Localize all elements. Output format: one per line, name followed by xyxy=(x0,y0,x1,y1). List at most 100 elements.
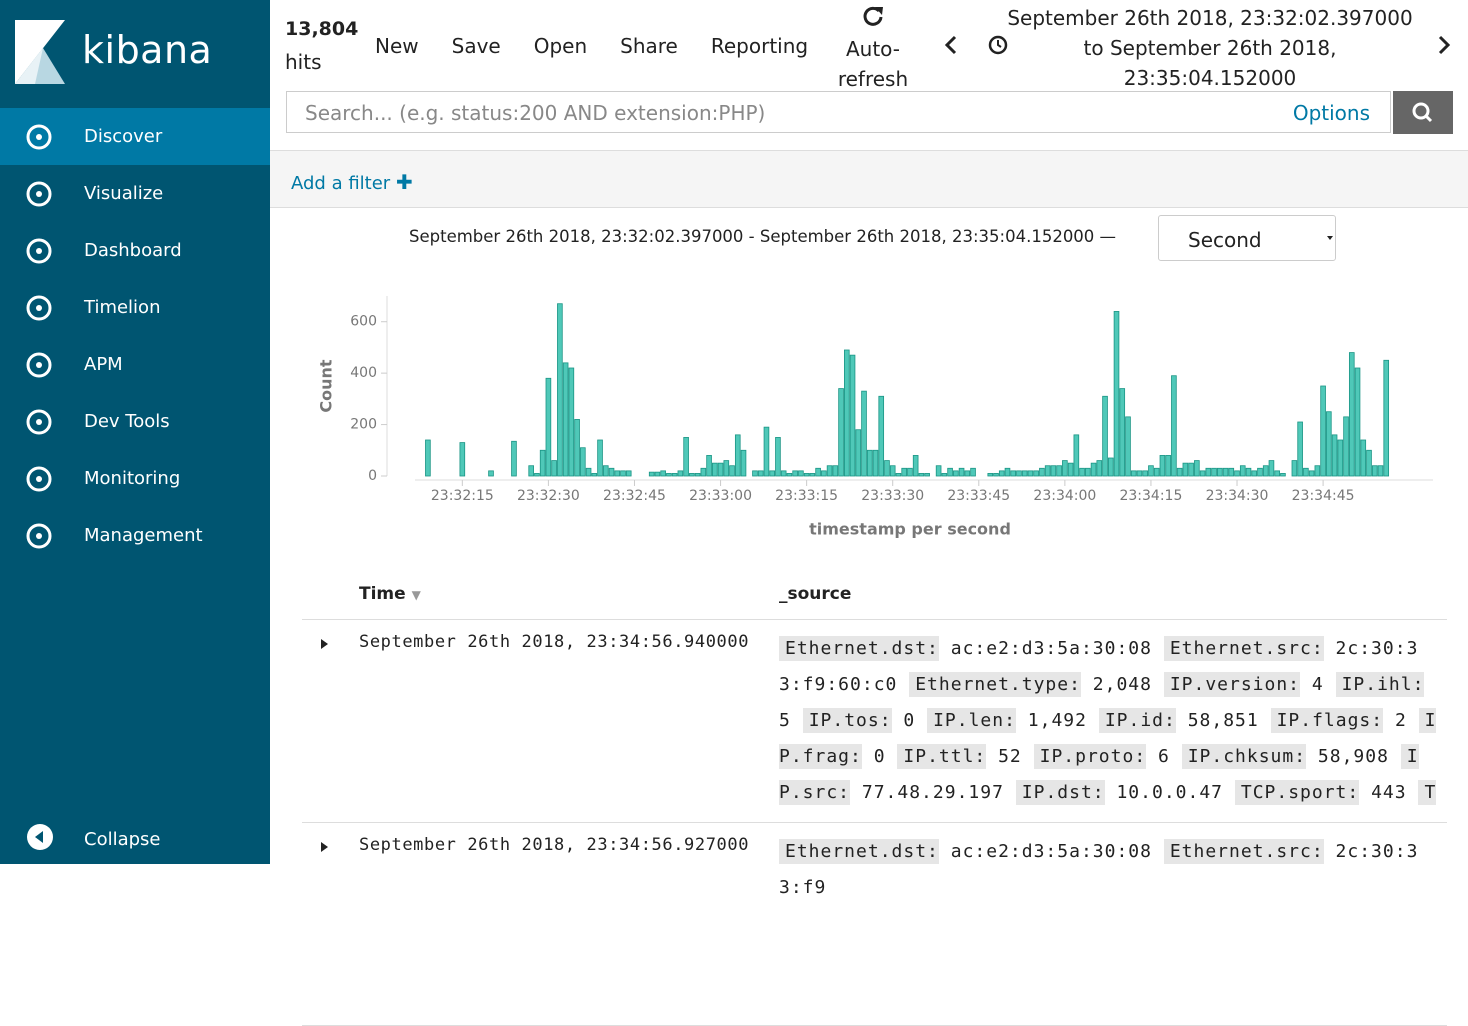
bar xyxy=(1366,449,1372,477)
bar xyxy=(1033,470,1039,477)
time-header[interactable]: Time ▼ xyxy=(359,584,421,604)
field-key: IP.tos: xyxy=(802,708,892,733)
bar xyxy=(815,467,821,477)
x-tick-label: 23:33:15 xyxy=(775,488,838,504)
field-key: IP.dst: xyxy=(1015,780,1105,805)
bar xyxy=(1320,385,1326,477)
icon-dot xyxy=(36,305,42,311)
auto-refresh[interactable]: Auto-refresh xyxy=(837,37,909,91)
menu-item[interactable]: Share xyxy=(620,34,678,58)
menu-item[interactable]: Save xyxy=(451,34,501,58)
bar xyxy=(1199,470,1206,477)
bar xyxy=(1239,465,1246,477)
bar xyxy=(1021,470,1028,477)
nav-item[interactable]: Management xyxy=(0,507,270,564)
field-value: 58,851 xyxy=(1187,710,1259,731)
nav-item[interactable]: Dashboard xyxy=(0,222,270,279)
field-key: IP.id: xyxy=(1098,708,1176,733)
bar xyxy=(459,442,466,477)
filter-bar: Add a filter ✚ xyxy=(270,150,1468,208)
search-box[interactable]: Search... (e.g. status:200 AND extension… xyxy=(286,91,1391,133)
bar xyxy=(964,470,971,477)
search-button[interactable] xyxy=(1393,91,1453,134)
bar xyxy=(752,470,758,477)
interval-select[interactable]: Second xyxy=(1158,215,1336,261)
bar xyxy=(734,434,741,477)
bar xyxy=(1159,455,1166,477)
bar xyxy=(729,465,735,477)
bar xyxy=(1050,465,1057,477)
bar xyxy=(1073,434,1080,477)
bar xyxy=(757,470,764,477)
bar xyxy=(591,473,598,477)
bar xyxy=(1205,467,1212,477)
next-arrow[interactable] xyxy=(1433,34,1455,56)
x-tick-label: 23:34:00 xyxy=(1033,488,1096,504)
bar xyxy=(488,470,494,477)
nav-item[interactable]: Visualize xyxy=(0,165,270,222)
icon-dot xyxy=(36,134,42,140)
field-value: 1,492 xyxy=(1027,710,1087,731)
row-separator xyxy=(302,822,1447,823)
bar xyxy=(683,437,689,477)
field-key: Ethernet.src: xyxy=(1163,839,1324,864)
bar xyxy=(924,473,930,477)
nav-item[interactable]: Discover xyxy=(0,108,270,165)
nav-label: Management xyxy=(84,525,203,546)
menu-item[interactable]: New xyxy=(375,34,419,58)
doc-row: September 26th 2018, 23:34:56.940000 Ethe… xyxy=(302,620,1447,823)
x-axis-label: timestamp per second xyxy=(809,520,1011,539)
nav-item[interactable]: Timelion xyxy=(0,279,270,336)
expand-toggle[interactable] xyxy=(319,840,331,854)
bar xyxy=(1165,455,1171,477)
field-value: 0 xyxy=(903,710,916,731)
options[interactable]: Options xyxy=(1292,101,1370,125)
bar xyxy=(993,473,999,477)
icon-dot xyxy=(36,419,42,425)
y-axis-label: Count xyxy=(317,359,336,413)
icon-dot xyxy=(36,533,42,539)
field-key: TCP.sport: xyxy=(1234,780,1360,805)
bar xyxy=(551,460,557,477)
bar xyxy=(597,439,603,477)
prev-arrow[interactable] xyxy=(940,34,962,56)
bar xyxy=(1251,470,1258,477)
time-range[interactable]: September 26th 2018, 23:32:02.397000 to … xyxy=(1007,6,1413,90)
bar xyxy=(1257,467,1263,477)
field-value: 0 xyxy=(873,746,886,767)
bar xyxy=(866,449,873,477)
row-source: Ethernet.dst: ac:e2:d3:5a:30:08 Ethernet… xyxy=(779,834,1439,1014)
menu-item[interactable]: Open xyxy=(533,34,588,58)
nav-item[interactable]: Monitoring xyxy=(0,450,270,507)
x-tick-label: 23:33:30 xyxy=(861,488,924,504)
bar xyxy=(689,473,695,477)
nav-item[interactable]: APM xyxy=(0,336,270,393)
bar xyxy=(1079,467,1085,477)
nav-icon xyxy=(26,466,52,492)
bar xyxy=(775,437,781,477)
bar xyxy=(953,470,959,477)
bar xyxy=(872,449,879,477)
clock-icon[interactable] xyxy=(987,34,1009,56)
bar xyxy=(918,473,925,477)
icon-dot xyxy=(36,476,42,482)
nav-item[interactable]: Dev Tools xyxy=(0,393,270,450)
bar xyxy=(1182,462,1189,477)
add-filter[interactable]: Add a filter ✚ xyxy=(291,170,413,194)
bar xyxy=(671,473,678,477)
bar xyxy=(970,467,976,477)
bar xyxy=(1234,470,1240,477)
bar xyxy=(838,388,844,477)
menu-item[interactable]: Reporting xyxy=(710,34,809,58)
expand-toggle[interactable] xyxy=(319,637,331,651)
bar xyxy=(798,470,804,477)
toggle-arrow xyxy=(321,842,328,852)
collapse[interactable]: Collapse xyxy=(84,829,161,850)
bar xyxy=(769,470,776,477)
bar xyxy=(1245,467,1252,477)
field-value: 77.48.29.197 xyxy=(861,782,1004,803)
bar xyxy=(763,426,770,477)
bar xyxy=(786,473,793,477)
hits-count: 13,804 xyxy=(285,18,359,40)
doc-row: September 26th 2018, 23:34:56.927000 Ethe… xyxy=(302,823,1447,1026)
